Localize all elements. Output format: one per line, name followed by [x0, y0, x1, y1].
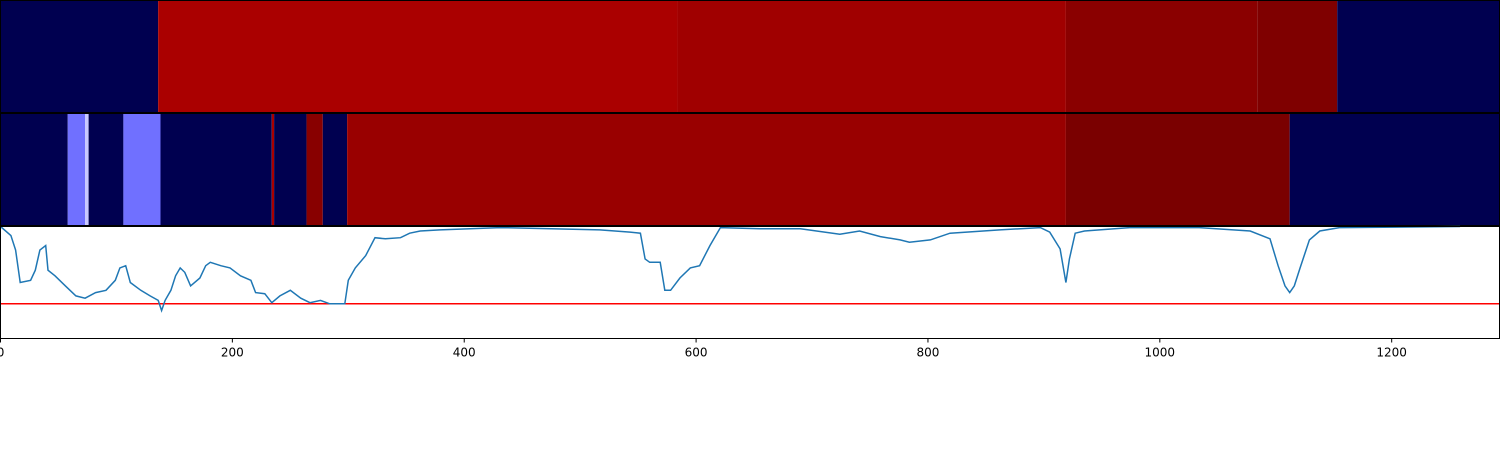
panel-frame — [0, 226, 1500, 339]
x-tick-label: 0 — [0, 346, 4, 360]
segment — [274, 113, 307, 226]
x-tick-label: 400 — [453, 346, 476, 360]
segment — [1257, 0, 1338, 113]
x-tick-label: 200 — [221, 346, 244, 360]
x-tick-label: 1000 — [1145, 346, 1176, 360]
segment — [1337, 0, 1500, 113]
segment — [0, 0, 159, 113]
segment — [271, 113, 275, 226]
segment — [160, 113, 272, 226]
segment — [347, 113, 1066, 226]
x-tick-label: 800 — [917, 346, 940, 360]
segment — [1065, 0, 1258, 113]
segment — [88, 113, 124, 226]
x-tick-label: 1200 — [1376, 346, 1407, 360]
segment — [123, 113, 161, 226]
segment — [1289, 113, 1500, 226]
segment — [677, 0, 1066, 113]
segment — [306, 113, 323, 226]
segment — [67, 113, 86, 226]
segment — [0, 113, 68, 226]
segment — [158, 0, 678, 113]
segment — [322, 113, 348, 226]
segment — [1065, 113, 1290, 226]
signal-line — [0, 225, 1461, 313]
x-tick-label: 600 — [685, 346, 708, 360]
segment — [85, 113, 89, 226]
